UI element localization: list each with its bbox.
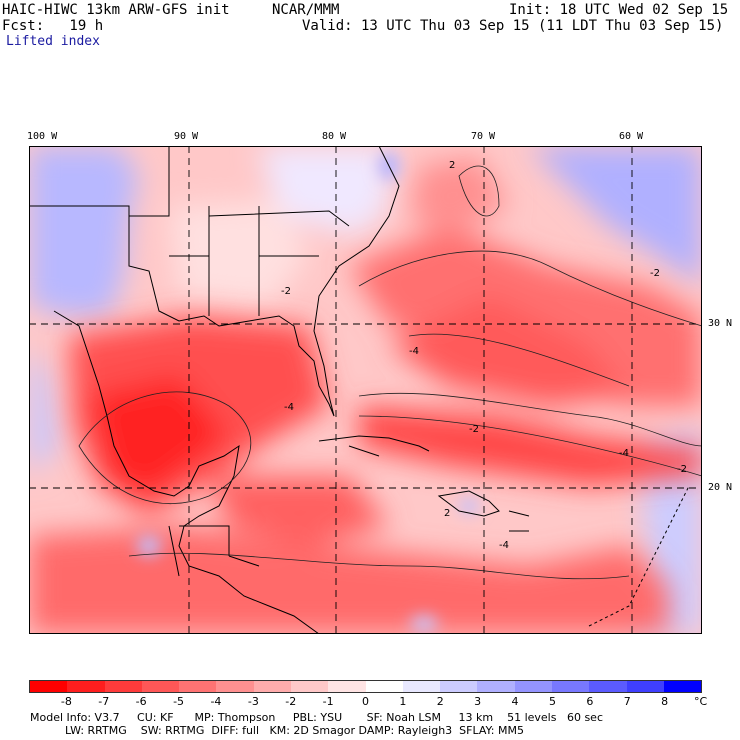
colorbar: [29, 680, 702, 693]
colorbar-swatch: [514, 681, 552, 692]
contour-label: -2: [469, 424, 479, 435]
colorbar-swatch: [365, 681, 403, 692]
contour-label: -2: [677, 464, 687, 475]
contour-label: 2: [444, 508, 450, 519]
colorbar-swatch: [216, 681, 254, 692]
lon-label-70w: 70 W: [471, 131, 496, 142]
colorbar-tick-label: 3: [474, 695, 482, 708]
colorbar-tick-label: 2: [436, 695, 444, 708]
model-info-line1: Model Info: V3.7 CU: KF MP: Thompson PBL…: [30, 711, 603, 724]
forecast-hour: Fcst: 19 h: [2, 18, 104, 34]
colorbar-swatch: [179, 681, 217, 692]
colorbar-tick-label: 6: [586, 695, 594, 708]
colorbar-tick-label: -5: [173, 695, 185, 708]
colorbar-tick-label: -4: [210, 695, 222, 708]
field-name: Lifted index: [6, 34, 100, 49]
map-frame: [29, 146, 702, 634]
coastlines-borders: [29, 146, 690, 634]
contour-label: -4: [499, 540, 509, 551]
colorbar-tick-label: 0: [362, 695, 369, 708]
lat-label-20n: 20 N: [708, 482, 733, 493]
colorbar-swatch: [402, 681, 441, 692]
contour-lines: [78, 165, 702, 580]
colorbar-tick-label: -6: [135, 695, 147, 708]
init-time: Init: 18 UTC Wed 02 Sep 15: [509, 2, 729, 18]
lat-label-30n: 30 N: [708, 318, 733, 329]
contour-label: -4: [619, 448, 629, 459]
contour-label: -2: [650, 268, 660, 279]
colorbar-swatch: [328, 681, 366, 692]
lat-lon-grid: [29, 146, 702, 634]
valid-time: Valid: 13 UTC Thu 03 Sep 15 (11 LDT Thu …: [302, 18, 724, 34]
colorbar-tick-label: -3: [247, 695, 259, 708]
contour-label: 2: [449, 160, 455, 171]
colorbar-tick-label: -8: [60, 695, 72, 708]
colorbar-tick-label: 8: [661, 695, 669, 708]
colorbar-swatch: [104, 681, 142, 692]
colorbar-tick-label: -7: [98, 695, 110, 708]
lon-label-80w: 80 W: [322, 131, 347, 142]
colorbar-tick-label: -2: [285, 695, 297, 708]
colorbar-tick-label: 1: [399, 695, 407, 708]
contour-label: -2: [281, 286, 291, 297]
lon-label-100w: 100 W: [27, 131, 58, 142]
org-label: NCAR/MMM: [272, 2, 340, 18]
lon-label-90w: 90 W: [174, 131, 199, 142]
contour-label: -4: [409, 346, 419, 357]
colorbar-unit: °C: [694, 695, 708, 708]
lifted-index-map: -2 -2 -4 -4 -2 2 2 -4 -2 -4: [29, 146, 702, 634]
colorbar-swatch: [477, 681, 515, 692]
colorbar-swatch: [589, 681, 627, 692]
colorbar-swatch: [290, 681, 329, 692]
colorbar-tick-label: 7: [623, 695, 631, 708]
colorbar-swatch: [663, 681, 702, 692]
contour-label: -4: [284, 402, 294, 413]
minor-stable-patches: [137, 152, 479, 632]
colorbar-swatch: [551, 681, 590, 692]
colorbar-swatch: [30, 681, 68, 692]
colorbar-swatch: [67, 681, 105, 692]
lon-label-60w: 60 W: [619, 131, 644, 142]
colorbar-tick-label: -1: [322, 695, 334, 708]
model-info-line2: LW: RRTMG SW: RRTMG DIFF: full KM: 2D Sm…: [30, 724, 524, 737]
colorbar-swatch: [626, 681, 664, 692]
colorbar-swatch: [253, 681, 291, 692]
colorbar-tick-label: 4: [511, 695, 519, 708]
colorbar-tick-label: 5: [548, 695, 556, 708]
model-title: HAIC-HIWC 13km ARW-GFS init: [2, 2, 230, 18]
colorbar-swatch: [440, 681, 478, 692]
colorbar-swatch: [141, 681, 180, 692]
